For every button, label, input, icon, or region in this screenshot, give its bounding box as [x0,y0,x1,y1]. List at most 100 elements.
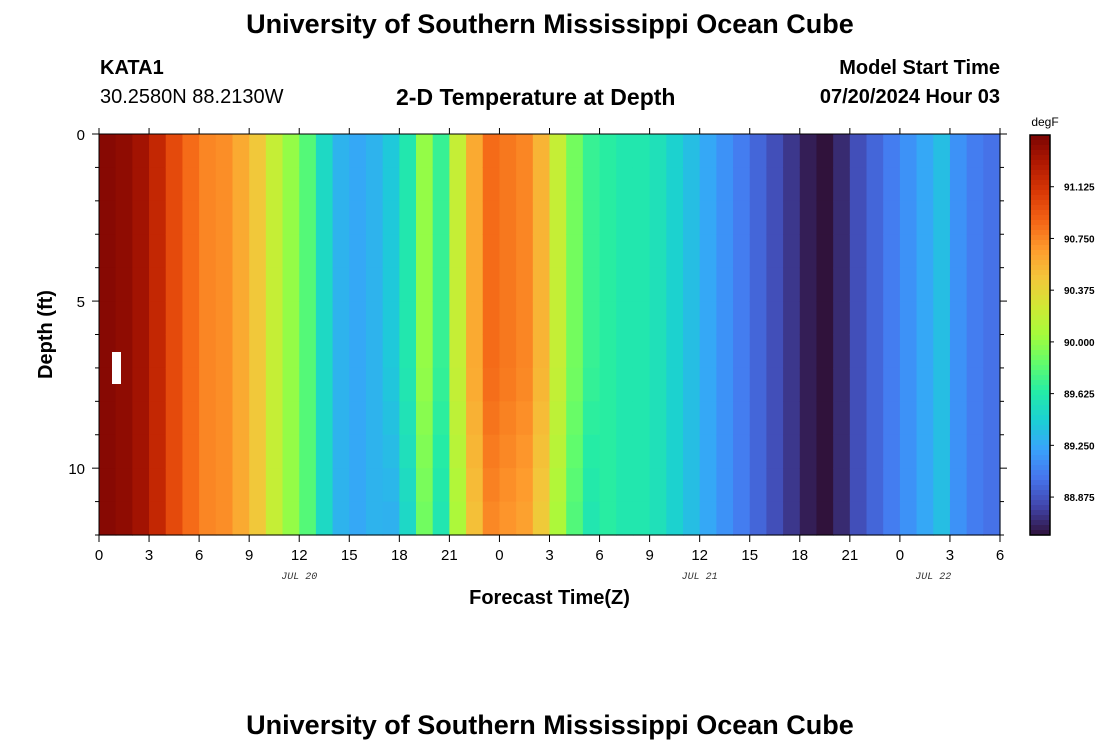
heatmap-cell [449,401,467,436]
heatmap-cell [666,434,684,469]
colorbar-band [1030,455,1050,461]
heatmap-cell [733,267,751,302]
heatmap-cell [332,334,350,369]
station-coordinates: 30.2580N 88.2130W [100,86,284,108]
colorbar-units: degF [1031,115,1058,129]
heatmap-cell [365,468,384,503]
heatmap-cell [299,200,317,235]
heatmap-cell [382,267,400,302]
heatmap-cell [232,301,250,336]
colorbar-band [1030,340,1050,346]
heatmap-cell [632,200,651,235]
heatmap-cell [232,468,250,503]
heatmap-cell [132,267,150,302]
heatmap-cell [933,367,951,402]
heatmap-cell [549,501,567,536]
heatmap-cell [749,334,768,369]
colorbar-band [1030,275,1050,281]
heatmap-cell [649,301,667,336]
heatmap-cell [349,234,367,269]
heatmap-cell [482,234,501,269]
heatmap-cell [883,267,901,302]
heatmap-cell [632,501,651,536]
heatmap-cell [249,434,267,469]
heatmap-cell [365,167,384,202]
heatmap-cell [349,468,367,503]
heatmap-cell [949,401,968,436]
heatmap-cell [933,200,951,235]
heatmap-cell [616,401,634,436]
heatmap-cell [899,367,918,402]
heatmap-cell [816,301,834,336]
heatmap-cell [449,468,467,503]
heatmap-cell [716,468,734,503]
heatmap-cell [682,167,701,202]
heatmap-cell [482,167,501,202]
x-tick-label: 6 [595,547,603,564]
heatmap-cell [249,267,267,302]
heatmap-cell [399,301,417,336]
heatmap-cell [582,200,601,235]
heatmap-cell [883,301,901,336]
heatmap-cell [582,434,601,469]
heatmap-cell [299,401,317,436]
heatmap-cell [215,234,234,269]
heatmap-cell [682,334,701,369]
heatmap-cell [165,501,184,536]
colorbar-band [1030,450,1050,456]
heatmap-cell [165,267,184,302]
heatmap-cell [115,267,133,302]
heatmap-cell [833,334,851,369]
colorbar-frame [1029,134,1051,536]
heatmap-cell [649,501,667,536]
heatmap-cell [449,367,467,402]
heatmap-cell [299,434,317,469]
footer-title: University of Southern Mississippi Ocean… [246,710,854,740]
heatmap-cell [733,434,751,469]
heatmap-cell [599,367,617,402]
heatmap-cell [833,200,851,235]
heatmap-cell [265,367,284,402]
heatmap-cell [182,401,200,436]
x-tick-label: 0 [896,547,904,564]
chart-axes: 0 3 6 9 12 15 18 21 0 3 6 9 12 15 18 21 0 3 6 JUL 20 JUL 21 J… [68,127,1007,583]
heatmap-cell [215,301,234,336]
heatmap-cell [599,334,617,369]
heatmap-cell [783,267,801,302]
heatmap-cell [499,167,517,202]
heatmap-cell [866,167,884,202]
heatmap-cell [899,434,918,469]
heatmap-cell [482,401,501,436]
heatmap-cell [282,434,300,469]
heatmap-cell [632,134,651,169]
heatmap-cell [866,401,884,436]
heatmap-cell [733,367,751,402]
heatmap-cell [599,401,617,436]
heatmap-cell [916,200,934,235]
colorbar-tick-label: 91.125 [1064,183,1095,194]
x-tick-label: 15 [341,547,358,564]
heatmap-cell [966,334,984,369]
heatmap-cell [115,301,133,336]
heatmap-cell [299,468,317,503]
heatmap-cell [733,501,751,536]
heatmap-cell [199,401,217,436]
heatmap-cell [616,134,634,169]
heatmap-cell [466,334,484,369]
heatmap-cell [432,134,450,169]
heatmap-cell [332,234,350,269]
heatmap-cell [716,234,734,269]
heatmap-cell [399,434,417,469]
heatmap-cell [332,468,350,503]
colorbar-band [1030,420,1050,426]
colorbar-band [1030,310,1050,316]
heatmap-cell [416,234,434,269]
heatmap-cell [466,501,484,536]
heatmap-cell [749,367,768,402]
heatmap-cell [365,434,384,469]
heatmap-cell [733,401,751,436]
x-tick-label: 3 [946,547,954,564]
heatmap-cell [199,468,217,503]
heatmap-cell [916,501,934,536]
